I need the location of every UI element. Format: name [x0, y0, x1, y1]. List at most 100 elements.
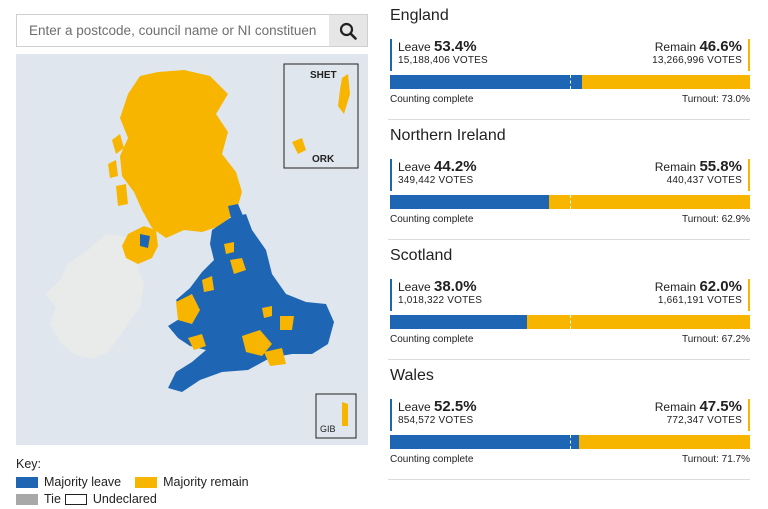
key-tie: Tie	[16, 492, 61, 506]
counting-status: Counting complete	[390, 94, 474, 105]
remain-percent: 46.6%	[699, 38, 742, 55]
result-bar	[390, 315, 750, 329]
leave-swatch	[16, 476, 38, 488]
gibraltar-inset	[315, 393, 357, 439]
remain-percent: 47.5%	[699, 398, 742, 415]
leave-bar-fill	[390, 75, 583, 89]
key-undeclared: Undeclared	[64, 492, 157, 506]
remain-result: Remain 47.5% 772,347 VOTES	[655, 399, 750, 431]
leave-percent: 52.5%	[434, 398, 477, 415]
region-name: Northern Ireland	[390, 127, 506, 144]
region-name: Wales	[390, 367, 434, 384]
leave-percent: 38.0%	[434, 278, 477, 295]
result-bar	[390, 75, 750, 89]
remain-result: Remain 62.0% 1,661,191 VOTES	[655, 279, 750, 311]
ireland-land	[46, 234, 144, 359]
london-remain-area[interactable]	[280, 316, 294, 330]
region-scotland[interactable]: Scotland Leave 38.0% 1,018,322 VOTES Rem…	[388, 240, 750, 360]
counting-status: Counting complete	[390, 454, 474, 465]
leave-label: Leave	[398, 40, 431, 54]
leave-bar-fill	[390, 195, 550, 209]
wales-remain-area[interactable]	[176, 294, 200, 324]
region-wales[interactable]: Wales Leave 52.5% 854,572 VOTES Remain 4…	[388, 360, 750, 480]
wales-remain-area[interactable]	[188, 334, 206, 350]
key-remain-label: Majority remain	[163, 475, 249, 489]
leave-votes: 349,442 VOTES	[398, 175, 474, 186]
england-remain-area[interactable]	[262, 306, 272, 318]
leave-percent: 44.2%	[434, 158, 477, 175]
england-remain-area[interactable]	[230, 258, 246, 274]
leave-bar-fill	[390, 435, 579, 449]
leave-result: Leave 44.2% 349,442 VOTES	[390, 159, 477, 191]
turnout: Turnout: 67.2%	[681, 334, 750, 345]
region-name: Scotland	[390, 247, 453, 264]
orkney-area[interactable]	[292, 138, 306, 154]
leave-bar-fill	[390, 315, 527, 329]
england-wales-area[interactable]	[168, 214, 334, 392]
gibraltar-label: GIB	[320, 424, 336, 434]
leave-votes: 15,188,406 VOTES	[398, 55, 488, 66]
england-remain-area[interactable]	[242, 330, 272, 356]
tie-swatch	[16, 493, 38, 505]
shetland-orkney-inset	[283, 63, 359, 169]
scotland-island	[112, 134, 124, 154]
remain-swatch	[135, 476, 158, 488]
counting-status: Counting complete	[390, 214, 474, 225]
remain-votes: 13,266,996 VOTES	[652, 55, 742, 66]
leave-votes: 1,018,322 VOTES	[398, 295, 483, 306]
leave-result: Leave 53.4% 15,188,406 VOTES	[390, 39, 488, 71]
region-england[interactable]: England Leave 53.4% 15,188,406 VOTES Rem…	[388, 0, 750, 120]
scotland-area[interactable]	[120, 70, 242, 238]
orkney-label: ORK	[312, 154, 335, 165]
leave-votes: 854,572 VOTES	[398, 415, 474, 426]
search-button[interactable]	[329, 15, 367, 46]
key-tie-label: Tie	[44, 492, 61, 506]
key-leave-label: Majority leave	[44, 475, 122, 489]
england-remain-area[interactable]	[202, 276, 214, 292]
shetland-label: SHET	[310, 70, 337, 81]
map-key: Key: Majority leave Majority remain Tie …	[16, 457, 263, 509]
result-bar	[390, 435, 750, 449]
result-bar	[390, 195, 750, 209]
leave-result: Leave 38.0% 1,018,322 VOTES	[390, 279, 482, 311]
england-remain-area[interactable]	[224, 242, 234, 254]
remain-result: Remain 46.6% 13,266,996 VOTES	[652, 39, 750, 71]
remain-label: Remain	[654, 400, 697, 414]
gibraltar-area[interactable]	[342, 402, 348, 426]
scotland-island	[108, 160, 118, 178]
ni-leave-area[interactable]	[140, 234, 150, 248]
midpoint-marker	[570, 435, 571, 449]
undeclared-swatch	[64, 493, 87, 505]
turnout: Turnout: 71.7%	[681, 454, 750, 465]
remain-label: Remain	[654, 280, 697, 294]
midpoint-marker	[570, 195, 571, 209]
midpoint-marker	[570, 315, 571, 329]
results-map[interactable]: SHET ORK GIB	[16, 54, 368, 445]
remain-percent: 55.8%	[699, 158, 742, 175]
leave-label: Leave	[398, 400, 431, 414]
search-bar	[16, 14, 368, 47]
england-remain-area[interactable]	[264, 348, 286, 366]
shetland-area[interactable]	[338, 74, 350, 114]
key-remain: Majority remain	[135, 475, 249, 489]
remain-votes: 440,437 VOTES	[666, 175, 742, 186]
key-undeclared-label: Undeclared	[92, 492, 157, 506]
counting-status: Counting complete	[390, 334, 474, 345]
remain-percent: 62.0%	[699, 278, 742, 295]
leave-percent: 53.4%	[434, 38, 477, 55]
scotland-island	[116, 184, 128, 206]
remain-label: Remain	[654, 160, 697, 174]
remain-votes: 772,347 VOTES	[666, 415, 742, 426]
key-title: Key:	[16, 457, 42, 471]
key-leave: Majority leave	[16, 475, 121, 489]
midpoint-marker	[570, 75, 571, 89]
region-name: England	[390, 7, 449, 24]
search-input[interactable]	[17, 15, 329, 46]
leave-result: Leave 52.5% 854,572 VOTES	[390, 399, 477, 431]
leave-label: Leave	[398, 280, 431, 294]
remain-label: Remain	[654, 40, 697, 54]
turnout: Turnout: 62.9%	[681, 214, 750, 225]
turnout: Turnout: 73.0%	[681, 94, 750, 105]
results-panel: England Leave 53.4% 15,188,406 VOTES Rem…	[388, 0, 750, 480]
region-northern-ireland[interactable]: Northern Ireland Leave 44.2% 349,442 VOT…	[388, 120, 750, 240]
